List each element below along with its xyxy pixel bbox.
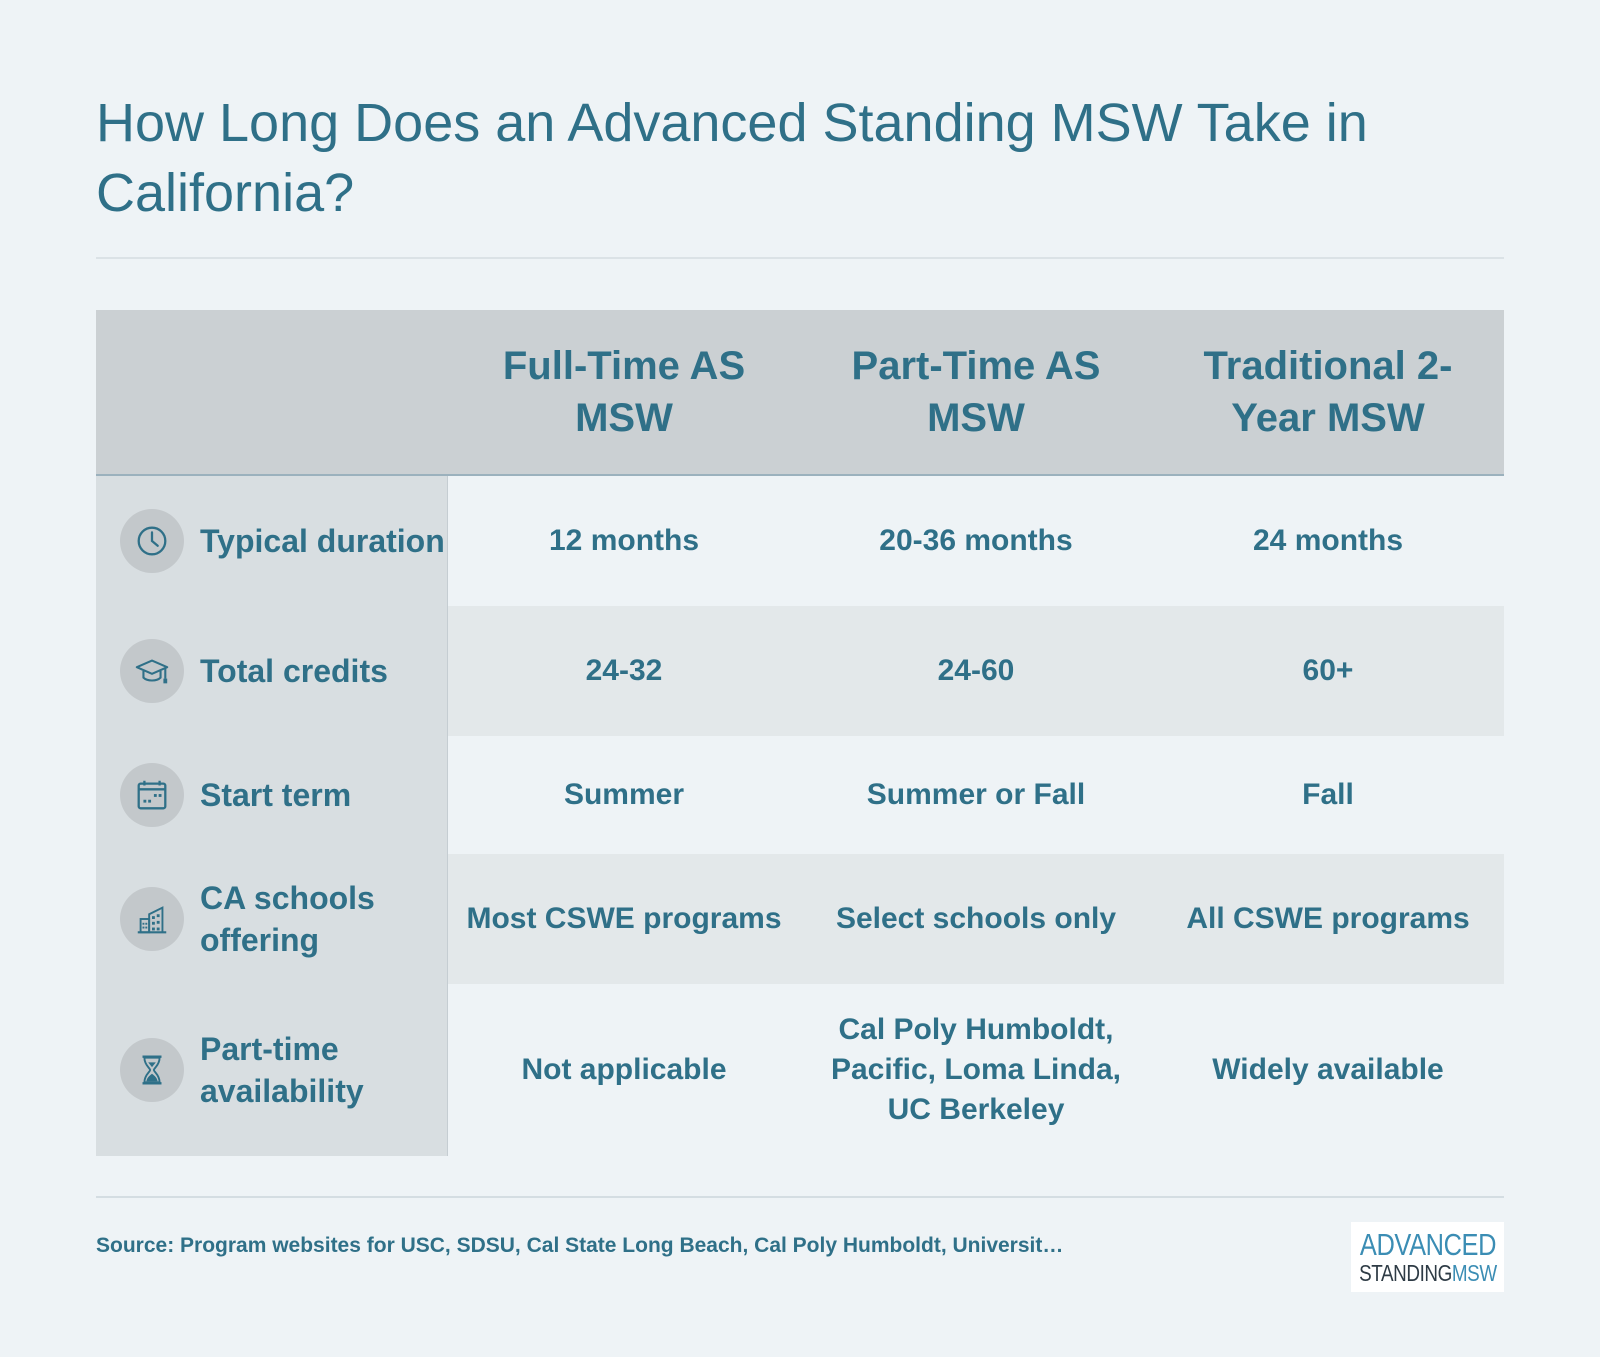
table-cell: 12 months — [448, 476, 800, 606]
table-header: Full-Time AS MSW Part-Time AS MSW Tradit… — [96, 310, 1504, 476]
table-cell: Most CSWE programs — [448, 854, 800, 984]
calendar-icon — [120, 763, 184, 827]
row-label-text: Start term — [200, 777, 352, 813]
column-header-traditional: Traditional 2-Year MSW — [1203, 344, 1453, 440]
hourglass-icon — [120, 1038, 184, 1102]
table-cell: All CSWE programs — [1152, 854, 1504, 984]
table-row: Part-time availability Not applicable Ca… — [96, 984, 1504, 1156]
table-row: CA schools offering Most CSWE programs S… — [96, 854, 1504, 984]
table-cell: 60+ — [1152, 606, 1504, 736]
row-label-start-term: Start term — [96, 736, 448, 854]
logo-line-2b: MSW — [1451, 1260, 1497, 1286]
column-header-full-time: Full-Time AS MSW — [502, 344, 746, 440]
column-header-part-time: Part-Time AS MSW — [851, 344, 1101, 440]
table-cell: Widely available — [1152, 984, 1504, 1156]
row-label-text: Part-time availability — [200, 1031, 364, 1109]
row-label-credits: Total credits — [96, 606, 448, 736]
table-cell: 24-60 — [800, 606, 1152, 736]
table-cell: Not applicable — [448, 984, 800, 1156]
table-cell: Summer — [448, 736, 800, 854]
table-cell: 20-36 months — [800, 476, 1152, 606]
row-label-duration: Typical duration — [96, 476, 448, 606]
buildings-icon — [120, 887, 184, 951]
table-row: Typical duration 12 months 20-36 months … — [96, 476, 1504, 606]
logo-line-1: ADVANCED — [1359, 1227, 1496, 1262]
table-row: Total credits 24-32 24-60 60+ — [96, 606, 1504, 736]
row-label-part-time: Part-time availability — [96, 984, 448, 1156]
graduation-cap-icon — [120, 639, 184, 703]
table-row: Start term Summer Summer or Fall Fall — [96, 736, 1504, 854]
table-cell: Cal Poly Humboldt, Pacific, Loma Linda, … — [800, 984, 1152, 1156]
divider-top — [96, 257, 1504, 259]
table-cell: Summer or Fall — [800, 736, 1152, 854]
table-cell: 24-32 — [448, 606, 800, 736]
comparison-table: Full-Time AS MSW Part-Time AS MSW Tradit… — [96, 310, 1504, 1156]
brand-logo: ADVANCED STANDINGMSW — [1351, 1222, 1504, 1292]
row-label-text: Total credits — [200, 653, 388, 689]
table-cell: 24 months — [1152, 476, 1504, 606]
divider-bottom — [96, 1196, 1504, 1198]
logo-line-2a: STANDING — [1358, 1260, 1452, 1286]
logo-line-2: STANDINGMSW — [1359, 1261, 1497, 1285]
table-cell: Fall — [1152, 736, 1504, 854]
header-corner — [96, 310, 448, 474]
source-note: Source: Program websites for USC, SDSU, … — [96, 1234, 1064, 1257]
row-label-text: CA schools offering — [200, 880, 375, 958]
row-label-schools: CA schools offering — [96, 854, 448, 984]
page-title: How Long Does an Advanced Standing MSW T… — [96, 93, 1368, 223]
clock-icon — [120, 509, 184, 573]
table-cell: Select schools only — [800, 854, 1152, 984]
row-label-text: Typical duration — [200, 523, 445, 559]
